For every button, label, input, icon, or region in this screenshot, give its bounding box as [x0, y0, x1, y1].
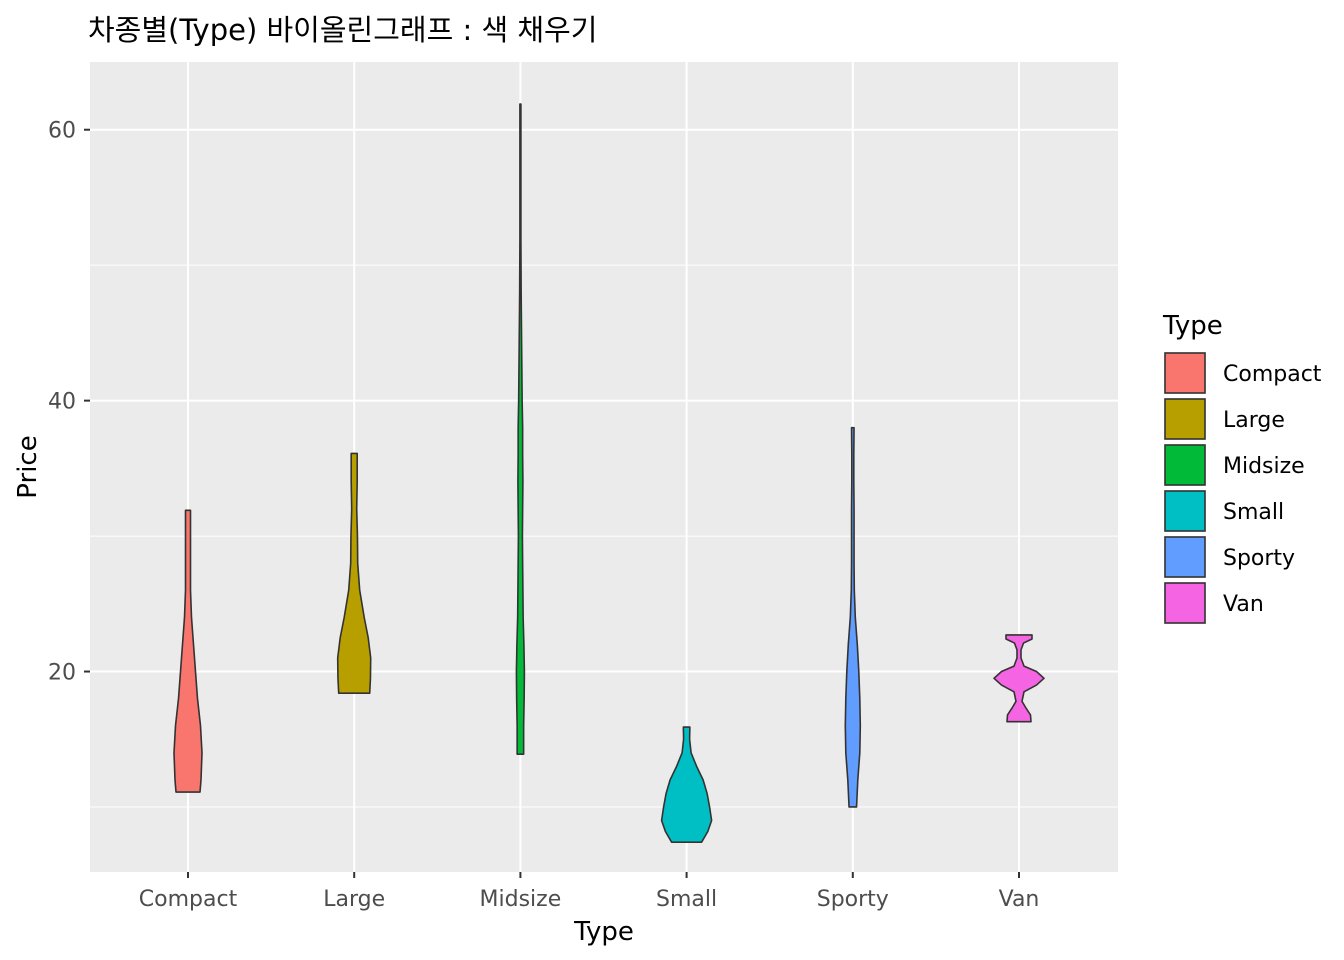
violin-small: [660, 726, 713, 843]
legend: Type Compact Large Midsize Small Sporty Van: [1162, 311, 1322, 624]
x-tick-label: Van: [999, 887, 1040, 912]
legend-label-van: Van: [1223, 592, 1264, 617]
y-tick-label: 20: [48, 661, 76, 686]
legend-label-compact: Compact: [1223, 362, 1322, 387]
legend-key-compact: [1164, 352, 1206, 394]
legend-title: Type: [1162, 311, 1223, 341]
x-tick-label: Sporty: [817, 887, 889, 912]
legend-label-sporty: Sporty: [1223, 546, 1295, 571]
legend-key-large: [1164, 398, 1206, 440]
y-tick-label: 60: [48, 119, 76, 144]
x-tick-label: Midsize: [480, 887, 562, 912]
x-tick-label: Compact: [139, 887, 238, 912]
y-axis-title: Price: [13, 435, 43, 498]
violin-midsize: [515, 103, 526, 755]
violin-large: [336, 452, 372, 694]
chart-title: 차종별(Type) 바이올린그래프 : 색 채우기: [88, 13, 597, 47]
legend-key-midsize: [1164, 444, 1206, 486]
violins: [173, 103, 1045, 843]
x-tick-label: Large: [323, 887, 385, 912]
legend-items: Compact Large Midsize Small Sporty Van: [1164, 352, 1322, 624]
x-tick-label: Small: [656, 887, 717, 912]
violin-compact: [173, 509, 203, 793]
axes: 20 40 60 Compact Large Midsize Small Sporty Van: [48, 119, 1039, 912]
y-tick-label: 40: [48, 390, 76, 415]
legend-label-large: Large: [1223, 408, 1285, 433]
legend-key-small: [1164, 490, 1206, 532]
violin-van: [993, 634, 1045, 723]
legend-key-van: [1164, 582, 1206, 624]
plot-panel: [90, 62, 1118, 872]
x-axis-title: Type: [573, 917, 634, 947]
legend-label-midsize: Midsize: [1223, 454, 1305, 479]
legend-label-small: Small: [1223, 500, 1284, 525]
legend-key-sporty: [1164, 536, 1206, 578]
violin-sporty: [844, 426, 862, 808]
